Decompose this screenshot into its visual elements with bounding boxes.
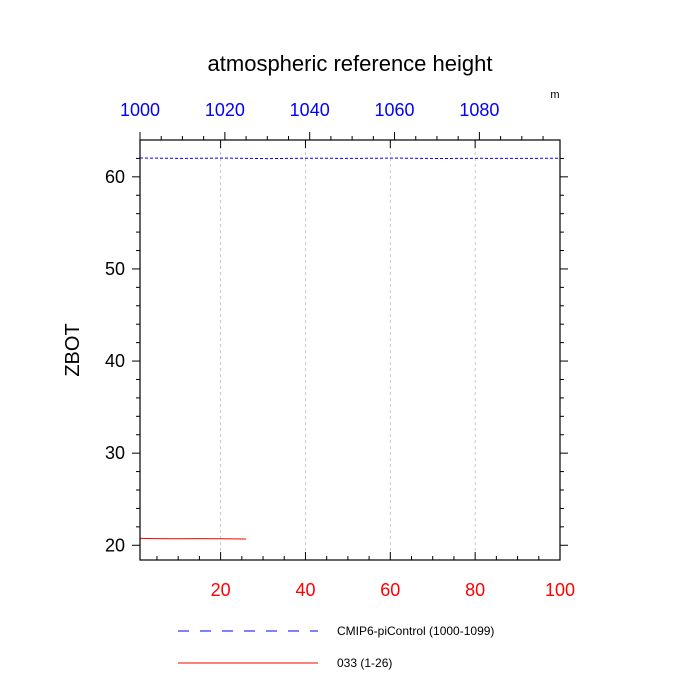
axes: 20 40 60 80 100 1000 1020 1040 1060 1080 20 30 40 50 6… [105, 100, 575, 600]
x-bottom-tick-label: 100 [545, 580, 575, 600]
grid-lines [220, 140, 476, 560]
y-tick-label: 60 [105, 167, 125, 187]
x-top-tick-label: 1000 [120, 100, 160, 120]
x-top-tick-label: 1040 [290, 100, 330, 120]
x-bottom-tick-label: 40 [295, 580, 315, 600]
series-lines [139, 157, 561, 540]
legend-label: CMIP6-piControl (1000-1099) [337, 624, 494, 638]
series-line-2 [139, 537, 247, 540]
x-top-tick-label: 1080 [459, 100, 499, 120]
y-tick-label: 30 [105, 443, 125, 463]
y-tick-label: 50 [105, 259, 125, 279]
unit-label: m [550, 89, 559, 101]
legend: CMIP6-piControl (1000-1099) 033 (1-26) [178, 624, 494, 670]
x-top-tick-label: 1020 [205, 100, 245, 120]
x-top-tick-label: 1060 [375, 100, 415, 120]
plot-frame [139, 139, 561, 561]
x-bottom-tick-label: 60 [380, 580, 400, 600]
y-axis-label: ZBOT [62, 323, 84, 376]
y-tick-label: 20 [105, 535, 125, 555]
x-bottom-tick-label: 20 [211, 580, 231, 600]
legend-label: 033 (1-26) [337, 656, 392, 670]
x-bottom-tick-label: 80 [465, 580, 485, 600]
series-line-1 [139, 157, 561, 160]
y-tick-label: 40 [105, 351, 125, 371]
chart-title: atmospheric reference height [208, 51, 493, 76]
